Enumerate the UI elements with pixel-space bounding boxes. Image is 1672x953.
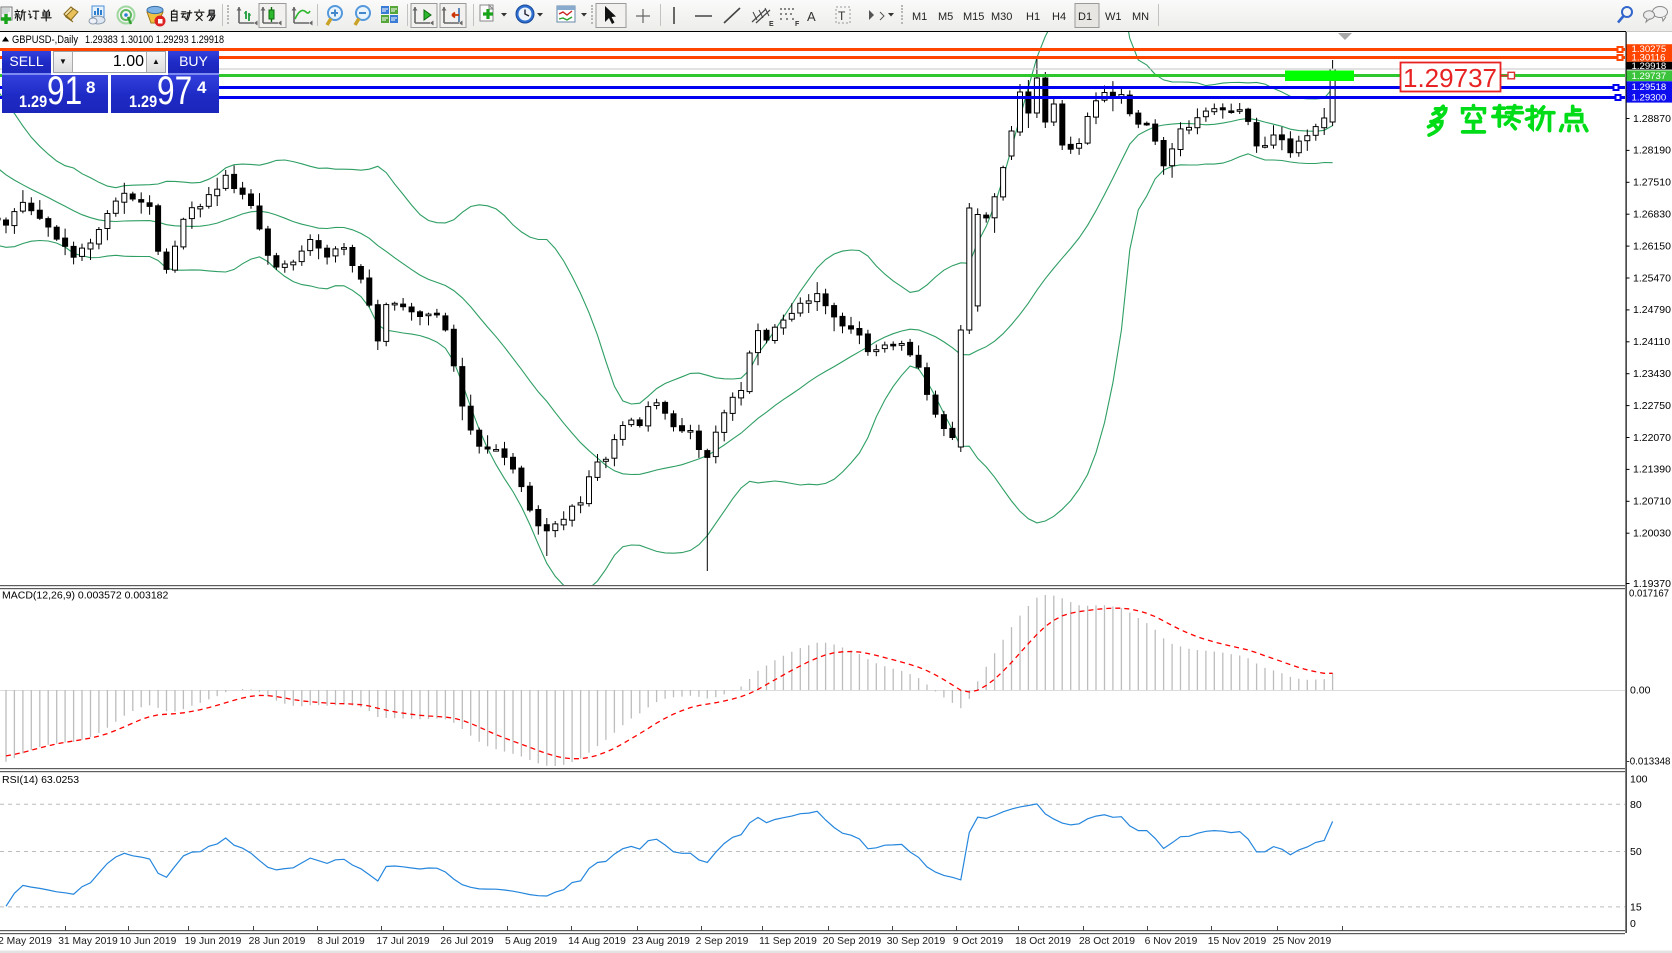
svg-text:A: A [807, 9, 816, 24]
svg-text:M15: M15 [963, 11, 984, 23]
svg-text:20 Sep 2019: 20 Sep 2019 [823, 936, 882, 947]
svg-text:23 Aug 2019: 23 Aug 2019 [632, 936, 690, 947]
svg-text:1.25470: 1.25470 [1633, 272, 1671, 284]
svg-text:M1: M1 [912, 11, 927, 23]
svg-text:26 Jul 2019: 26 Jul 2019 [440, 936, 494, 947]
svg-text:10 Jun 2019: 10 Jun 2019 [120, 936, 177, 947]
svg-text:T: T [838, 9, 846, 23]
svg-text:1.22070: 1.22070 [1633, 432, 1671, 444]
svg-text:25 Nov 2019: 25 Nov 2019 [1273, 936, 1332, 947]
svg-text:18 Oct 2019: 18 Oct 2019 [1015, 936, 1071, 947]
svg-text:14 Aug 2019: 14 Aug 2019 [568, 936, 626, 947]
svg-text:H1: H1 [1026, 11, 1040, 23]
svg-text:50: 50 [1630, 846, 1642, 858]
svg-text:1.24110: 1.24110 [1633, 336, 1670, 348]
svg-text:1.29737: 1.29737 [1403, 63, 1497, 93]
svg-text:MACD(12,26,9) 0.003572 0.00318: MACD(12,26,9) 0.003572 0.003182 [2, 590, 169, 602]
svg-text:1.29518: 1.29518 [1632, 82, 1667, 93]
svg-text:1.22750: 1.22750 [1633, 400, 1671, 412]
svg-text:2 Sep 2019: 2 Sep 2019 [696, 936, 749, 947]
svg-text:RSI(14) 63.0253: RSI(14) 63.0253 [2, 774, 79, 786]
svg-text:17 Jul 2019: 17 Jul 2019 [376, 936, 430, 947]
svg-text:30 Sep 2019: 30 Sep 2019 [887, 936, 946, 947]
svg-text:1.30275: 1.30275 [1632, 44, 1667, 55]
svg-text:1.21390: 1.21390 [1633, 464, 1671, 476]
svg-text:1.19370: 1.19370 [1633, 578, 1671, 590]
svg-text:1.28190: 1.28190 [1633, 145, 1671, 157]
svg-text:5 Aug 2019: 5 Aug 2019 [505, 936, 557, 947]
svg-text:9 Oct 2019: 9 Oct 2019 [953, 936, 1004, 947]
svg-text:15: 15 [1630, 902, 1642, 914]
svg-text:1.30116: 1.30116 [1632, 53, 1666, 64]
svg-text:15 Nov 2019: 15 Nov 2019 [1208, 936, 1267, 947]
svg-text:80: 80 [1630, 799, 1642, 811]
svg-text:2 May 2019: 2 May 2019 [0, 936, 52, 947]
svg-text:F: F [795, 21, 800, 28]
svg-text:0: 0 [1630, 918, 1636, 930]
svg-text:11 Sep 2019: 11 Sep 2019 [759, 936, 817, 947]
svg-text:100: 100 [1630, 774, 1648, 786]
svg-text:8 Jul 2019: 8 Jul 2019 [317, 936, 365, 947]
svg-text:1.24790: 1.24790 [1633, 304, 1671, 316]
svg-text:1.29383 1.30100 1.29293 1.2991: 1.29383 1.30100 1.29293 1.29918 [85, 34, 224, 46]
svg-text:28 Oct 2019: 28 Oct 2019 [1079, 936, 1135, 947]
svg-text:0.017167: 0.017167 [1629, 588, 1669, 600]
svg-text:31 May 2019: 31 May 2019 [58, 936, 118, 947]
svg-text:6 Nov 2019: 6 Nov 2019 [1145, 936, 1198, 947]
svg-text:0.00: 0.00 [1630, 685, 1651, 697]
svg-text:1.28870: 1.28870 [1633, 113, 1671, 125]
svg-text:MN: MN [1132, 11, 1149, 23]
svg-text:1.20710: 1.20710 [1633, 496, 1671, 508]
svg-text:-0.013348: -0.013348 [1627, 756, 1671, 768]
svg-text:M5: M5 [938, 11, 953, 23]
svg-text:28 Jun 2019: 28 Jun 2019 [249, 936, 306, 947]
svg-text:E: E [769, 21, 774, 28]
svg-text:GBPUSD-,Daily: GBPUSD-,Daily [12, 34, 78, 46]
svg-text:M30: M30 [991, 11, 1012, 23]
svg-text:1.26830: 1.26830 [1633, 209, 1671, 221]
svg-text:1.29737: 1.29737 [1632, 71, 1667, 82]
svg-text:H4: H4 [1052, 11, 1066, 23]
svg-text:1.23430: 1.23430 [1633, 368, 1671, 380]
svg-text:1.27510: 1.27510 [1633, 177, 1671, 189]
svg-text:19 Jun 2019: 19 Jun 2019 [185, 936, 242, 947]
svg-text:1.20030: 1.20030 [1633, 528, 1671, 540]
svg-text:1.29300: 1.29300 [1632, 93, 1667, 104]
svg-text:1.26150: 1.26150 [1633, 240, 1671, 252]
svg-text:D1: D1 [1078, 11, 1092, 23]
svg-text:1.29918: 1.29918 [1632, 61, 1667, 72]
svg-text:W1: W1 [1105, 11, 1122, 23]
